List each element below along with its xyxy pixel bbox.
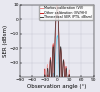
- X-axis label: Observation angle (°): Observation angle (°): [27, 84, 87, 89]
- Legend: Markov calibration (VV), Other calibration (VV/HH), Theoretical SER (PTS, dBsm): Markov calibration (VV), Other calibrati…: [39, 5, 93, 20]
- Y-axis label: SER (dBsm): SER (dBsm): [4, 25, 8, 57]
